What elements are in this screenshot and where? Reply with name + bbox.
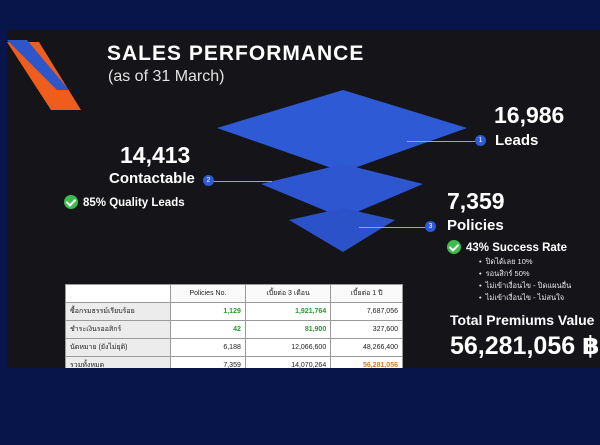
- table-header: เบี้ยต่อ 1 ปี: [330, 284, 403, 303]
- contactable-label: Contactable: [109, 170, 195, 187]
- table-cell: รวมทั้งหมด: [65, 356, 171, 368]
- leads-label: Leads: [495, 132, 539, 149]
- total-premiums-label: Total Premiums Value: [450, 312, 595, 328]
- policies-connector: [359, 227, 425, 228]
- list-item: ไม่เข้าเงื่อนไข - ไม่สนใจ: [479, 292, 571, 304]
- leads-connector: [407, 141, 475, 142]
- page-title: SALES PERFORMANCE: [107, 42, 365, 65]
- table-cell: 48,266,400: [330, 338, 403, 357]
- quality-leads-note: 85% Quality Leads: [64, 193, 185, 211]
- page-subtitle: (as of 31 March): [108, 68, 225, 85]
- policy-breakdown-list: ปิดได้เลย 10% รอนสิกร์ 50% ไม่เข้าเงื่อน…: [479, 256, 572, 304]
- table-header: [65, 284, 171, 303]
- logo-icon: [7, 40, 81, 110]
- table-cell: 7,687,056: [330, 302, 403, 321]
- table-cell: 327,600: [330, 320, 403, 339]
- funnel-graphic: [217, 90, 467, 252]
- table-cell: 42: [170, 320, 246, 339]
- policies-value: 7,359: [447, 188, 505, 214]
- table-cell: นัดหมาย (ยังไม่ยุติ): [65, 338, 171, 357]
- funnel-tier-3: [289, 208, 395, 252]
- slide: SALES PERFORMANCE (as of 31 March) 1 16,…: [7, 30, 600, 368]
- leads-value: 16,986: [494, 102, 565, 128]
- contactable-connector: [212, 181, 272, 182]
- check-icon: [447, 239, 461, 254]
- funnel-tier-1: [217, 90, 467, 172]
- list-item: ปิดได้เลย 10%: [479, 256, 571, 268]
- premium-table: Policies No. เบี้ยต่อ 3 เดือน เบี้ยต่อ 1…: [65, 284, 403, 368]
- table-row: นัดหมาย (ยังไม่ยุติ) 6,188 12,066,600 48…: [65, 338, 403, 357]
- funnel-tier-2: [261, 164, 423, 218]
- table-cell: 1,129: [170, 302, 246, 321]
- table-cell: 7,359: [170, 356, 246, 368]
- table-header-row: Policies No. เบี้ยต่อ 3 เดือน เบี้ยต่อ 1…: [65, 284, 403, 303]
- list-item: ไม่เข้าเงื่อนไข - ปิดแผนอื่น: [479, 280, 572, 292]
- table-header: Policies No.: [170, 284, 246, 303]
- list-item: รอนสิกร์ 50%: [479, 268, 571, 280]
- table-cell: ซื้อกรมธรรม์เรียบร้อย: [65, 302, 171, 321]
- total-premiums-value: 56,281,056 ฿: [450, 332, 600, 360]
- step-3-badge: 3: [425, 221, 436, 232]
- step-2-badge: 2: [203, 175, 214, 186]
- success-rate-note: 43% Success Rate: [447, 238, 567, 256]
- policies-label: Policies: [447, 217, 504, 234]
- table-total-row: รวมทั้งหมด 7,359 14,070,264 56,281,056: [65, 356, 403, 368]
- check-icon: [64, 194, 78, 209]
- table-cell: 1,921,764: [244, 302, 332, 321]
- table-cell: 14,070,264: [244, 356, 332, 368]
- table-header: เบี้ยต่อ 3 เดือน: [244, 284, 332, 303]
- table-cell: 6,188: [170, 338, 246, 357]
- table-row: ชำระเงินรออสิกร์ 42 81,900 327,600: [65, 320, 403, 339]
- table-row: ซื้อกรมธรรม์เรียบร้อย 1,129 1,921,764 7,…: [65, 302, 403, 321]
- contactable-value: 14,413: [120, 142, 191, 168]
- table-cell: 81,900: [244, 320, 332, 339]
- table-cell: 12,066,600: [244, 338, 332, 357]
- table-cell: ชำระเงินรออสิกร์: [65, 320, 171, 339]
- step-1-badge: 1: [475, 135, 486, 146]
- table-cell: 56,281,056: [330, 356, 403, 368]
